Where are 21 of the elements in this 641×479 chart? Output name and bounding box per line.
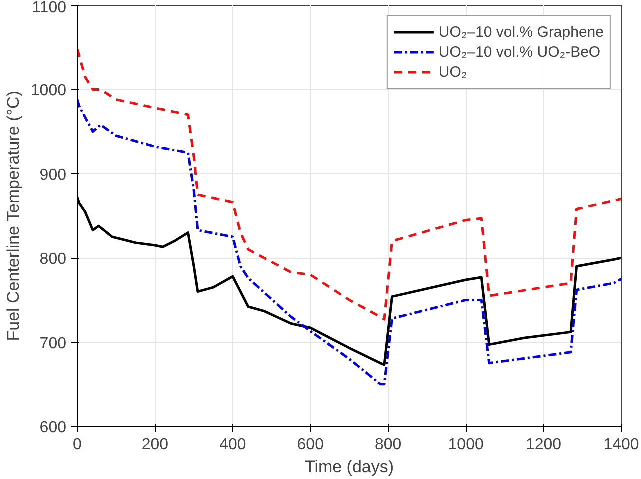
legend-label: UO₂ — [438, 64, 468, 80]
x-tick-label: 1200 — [526, 436, 562, 454]
line-series — [78, 98, 622, 386]
x-tick-label: 1000 — [448, 436, 484, 454]
y-tick-label: 700 — [40, 335, 67, 352]
x-tick-label: 400 — [220, 436, 246, 454]
line-series — [78, 48, 622, 321]
x-tick-label: 0 — [73, 436, 82, 454]
x-tick-label: 600 — [297, 436, 324, 454]
y-tick-label: 1000 — [30, 82, 67, 100]
legend-label: UO₂–10 vol.% UO₂-BeO — [438, 44, 601, 60]
y-tick-label: 800 — [40, 251, 67, 268]
y-tick-label: 900 — [40, 166, 67, 184]
x-tick-label: 200 — [142, 436, 169, 454]
legend-label: UO₂–10 vol.% Graphene — [438, 24, 604, 40]
y-tick-label: 1100 — [32, 0, 67, 16]
y-tick-label: 600 — [40, 420, 67, 436]
x-tick-label: 1400 — [604, 436, 640, 454]
x-axis-title: Time (days) — [304, 458, 394, 476]
x-tick-label: 800 — [375, 436, 402, 454]
y-axis-title: Fuel Centerline Temperature (°C) — [4, 91, 23, 342]
